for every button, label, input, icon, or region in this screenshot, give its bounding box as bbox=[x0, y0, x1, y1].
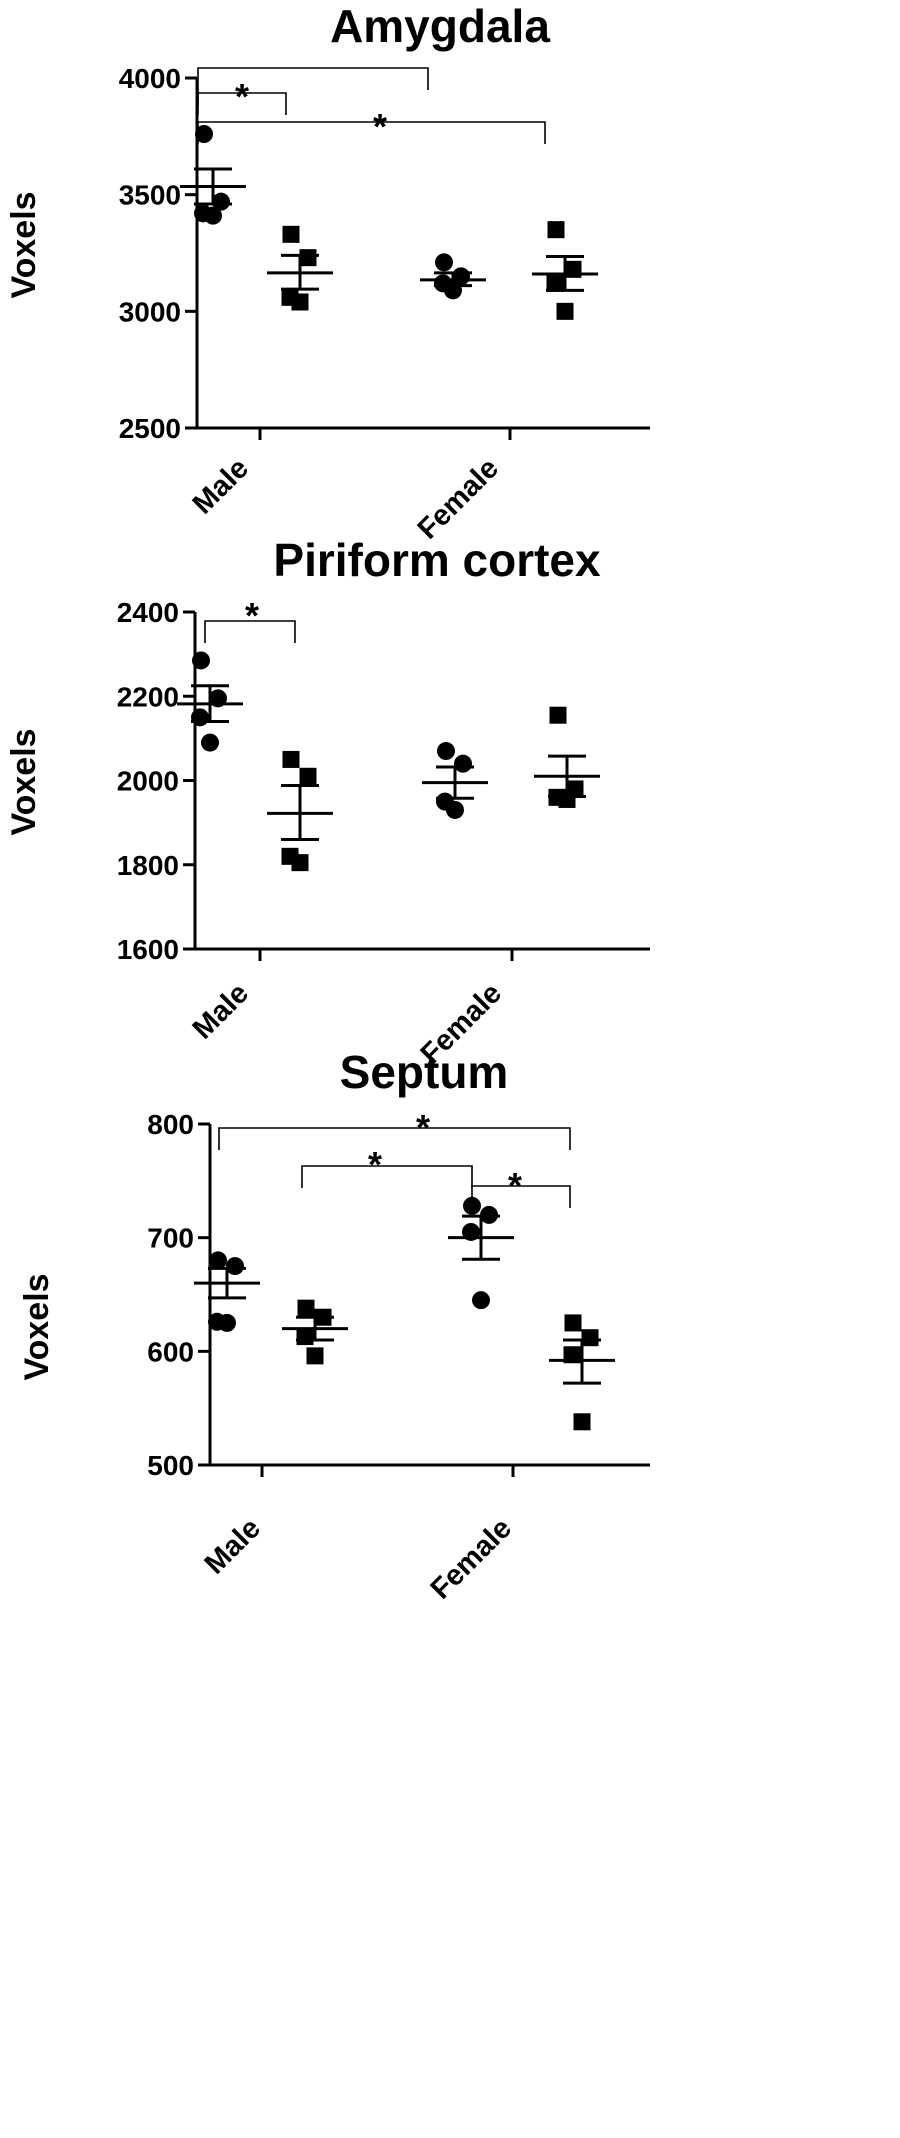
data-point-circle bbox=[209, 1251, 227, 1270]
significance-star: * bbox=[368, 1144, 382, 1185]
data-point-circle bbox=[454, 754, 472, 773]
data-point-square bbox=[282, 750, 300, 768]
series-1-male-circle bbox=[194, 1251, 260, 1332]
data-point-square bbox=[291, 854, 309, 872]
data-point-square bbox=[581, 1329, 599, 1347]
bracket-line bbox=[197, 67, 429, 106]
y-tick-label: 4000 bbox=[119, 63, 181, 94]
series-4-female-square bbox=[532, 221, 598, 320]
series-4-female-square bbox=[534, 706, 600, 808]
data-point-square bbox=[297, 1299, 315, 1317]
panel-3: Septum Voxels 500 600 700 800 Male Female * * * bbox=[18, 1046, 650, 1606]
series-2-male-square bbox=[267, 750, 333, 872]
data-point-circle bbox=[472, 1291, 490, 1310]
data-point-circle bbox=[446, 800, 464, 819]
significance-star: * bbox=[373, 106, 387, 147]
y-tick-label: 1800 bbox=[117, 850, 179, 881]
data-point-square bbox=[564, 1314, 582, 1332]
y-tick-label: 2400 bbox=[117, 597, 179, 628]
panel-1: Amygdala Voxels 2500 3000 3500 4000 Male Female… bbox=[5, 0, 650, 546]
data-point-circle bbox=[201, 733, 219, 752]
data-point-square bbox=[299, 767, 317, 785]
significance-star: * bbox=[508, 1165, 522, 1206]
x-tick-label-male: Male bbox=[187, 452, 255, 520]
data-point-square bbox=[296, 1328, 314, 1346]
y-tick-label: 800 bbox=[147, 1109, 194, 1140]
data-point-square bbox=[299, 249, 317, 267]
data-point-circle bbox=[192, 651, 210, 670]
y-axis-label: Voxels bbox=[5, 191, 43, 298]
significance-bracket: * bbox=[218, 1107, 571, 1150]
data-point-square bbox=[573, 1413, 591, 1431]
series-2-male-square bbox=[267, 225, 333, 311]
y-tick-label: 700 bbox=[147, 1223, 194, 1254]
series-3-female-circle bbox=[448, 1196, 514, 1310]
significance-bracket: * bbox=[471, 1165, 571, 1208]
x-tick-label-female: Female bbox=[412, 452, 505, 545]
data-point-square bbox=[291, 293, 309, 311]
significance-star: * bbox=[235, 76, 249, 117]
data-point-square bbox=[306, 1347, 324, 1365]
significance-bracket: * bbox=[197, 106, 546, 147]
y-axis-label: Voxels bbox=[5, 728, 43, 835]
significance-star: * bbox=[416, 1107, 430, 1148]
data-point-square bbox=[547, 221, 565, 239]
series-1-male-circle bbox=[177, 651, 243, 752]
data-point-circle bbox=[226, 1257, 244, 1276]
y-tick-label: 3000 bbox=[119, 296, 181, 327]
x-tick-label-male: Male bbox=[199, 1512, 267, 1580]
significance-bracket bbox=[197, 67, 429, 106]
series-1-male-circle bbox=[180, 125, 246, 225]
y-tick-label: 500 bbox=[147, 1450, 194, 1481]
data-point-circle bbox=[204, 206, 222, 225]
series-3-female-circle bbox=[420, 253, 486, 300]
chart-title: Piriform cortex bbox=[273, 534, 601, 586]
data-point-square bbox=[549, 706, 567, 724]
data-point-circle bbox=[195, 125, 213, 143]
x-tick-label-male: Male bbox=[187, 977, 255, 1045]
data-point-circle bbox=[435, 253, 453, 272]
y-tick-label: 600 bbox=[147, 1336, 194, 1367]
y-tick-label: 1600 bbox=[117, 934, 179, 965]
significance-bracket: * bbox=[301, 1144, 473, 1188]
data-point-circle bbox=[437, 742, 455, 761]
bracket-line bbox=[218, 1127, 571, 1150]
significance-bracket: * bbox=[204, 595, 296, 643]
significance-star: * bbox=[245, 595, 259, 636]
bracket-line bbox=[471, 1185, 571, 1208]
data-point-circle bbox=[218, 1313, 236, 1332]
x-tick-label-female: Female bbox=[425, 1512, 518, 1605]
data-point-square bbox=[556, 302, 574, 320]
bracket-line bbox=[301, 1165, 473, 1188]
data-point-circle bbox=[212, 192, 230, 211]
y-tick-label: 2500 bbox=[119, 413, 181, 444]
data-point-square bbox=[282, 225, 300, 243]
series-4-female-square bbox=[549, 1314, 615, 1431]
y-tick-label: 3500 bbox=[119, 180, 181, 211]
significance-bracket: * bbox=[197, 76, 287, 117]
chart-title: Septum bbox=[340, 1046, 509, 1098]
series-2-male-square bbox=[282, 1299, 348, 1365]
y-axis-label: Voxels bbox=[18, 1273, 56, 1380]
panel-2: Piriform cortex Voxels 1600 1800 2000 2200 240… bbox=[5, 534, 650, 1071]
bracket-line bbox=[204, 620, 296, 643]
bracket-line bbox=[197, 121, 546, 144]
data-point-square bbox=[546, 274, 564, 292]
y-tick-label: 2000 bbox=[117, 766, 179, 797]
chart-title: Amygdala bbox=[330, 0, 550, 52]
y-tick-label: 2200 bbox=[117, 681, 179, 712]
series-3-female-circle bbox=[422, 742, 488, 819]
data-point-circle bbox=[191, 708, 209, 727]
